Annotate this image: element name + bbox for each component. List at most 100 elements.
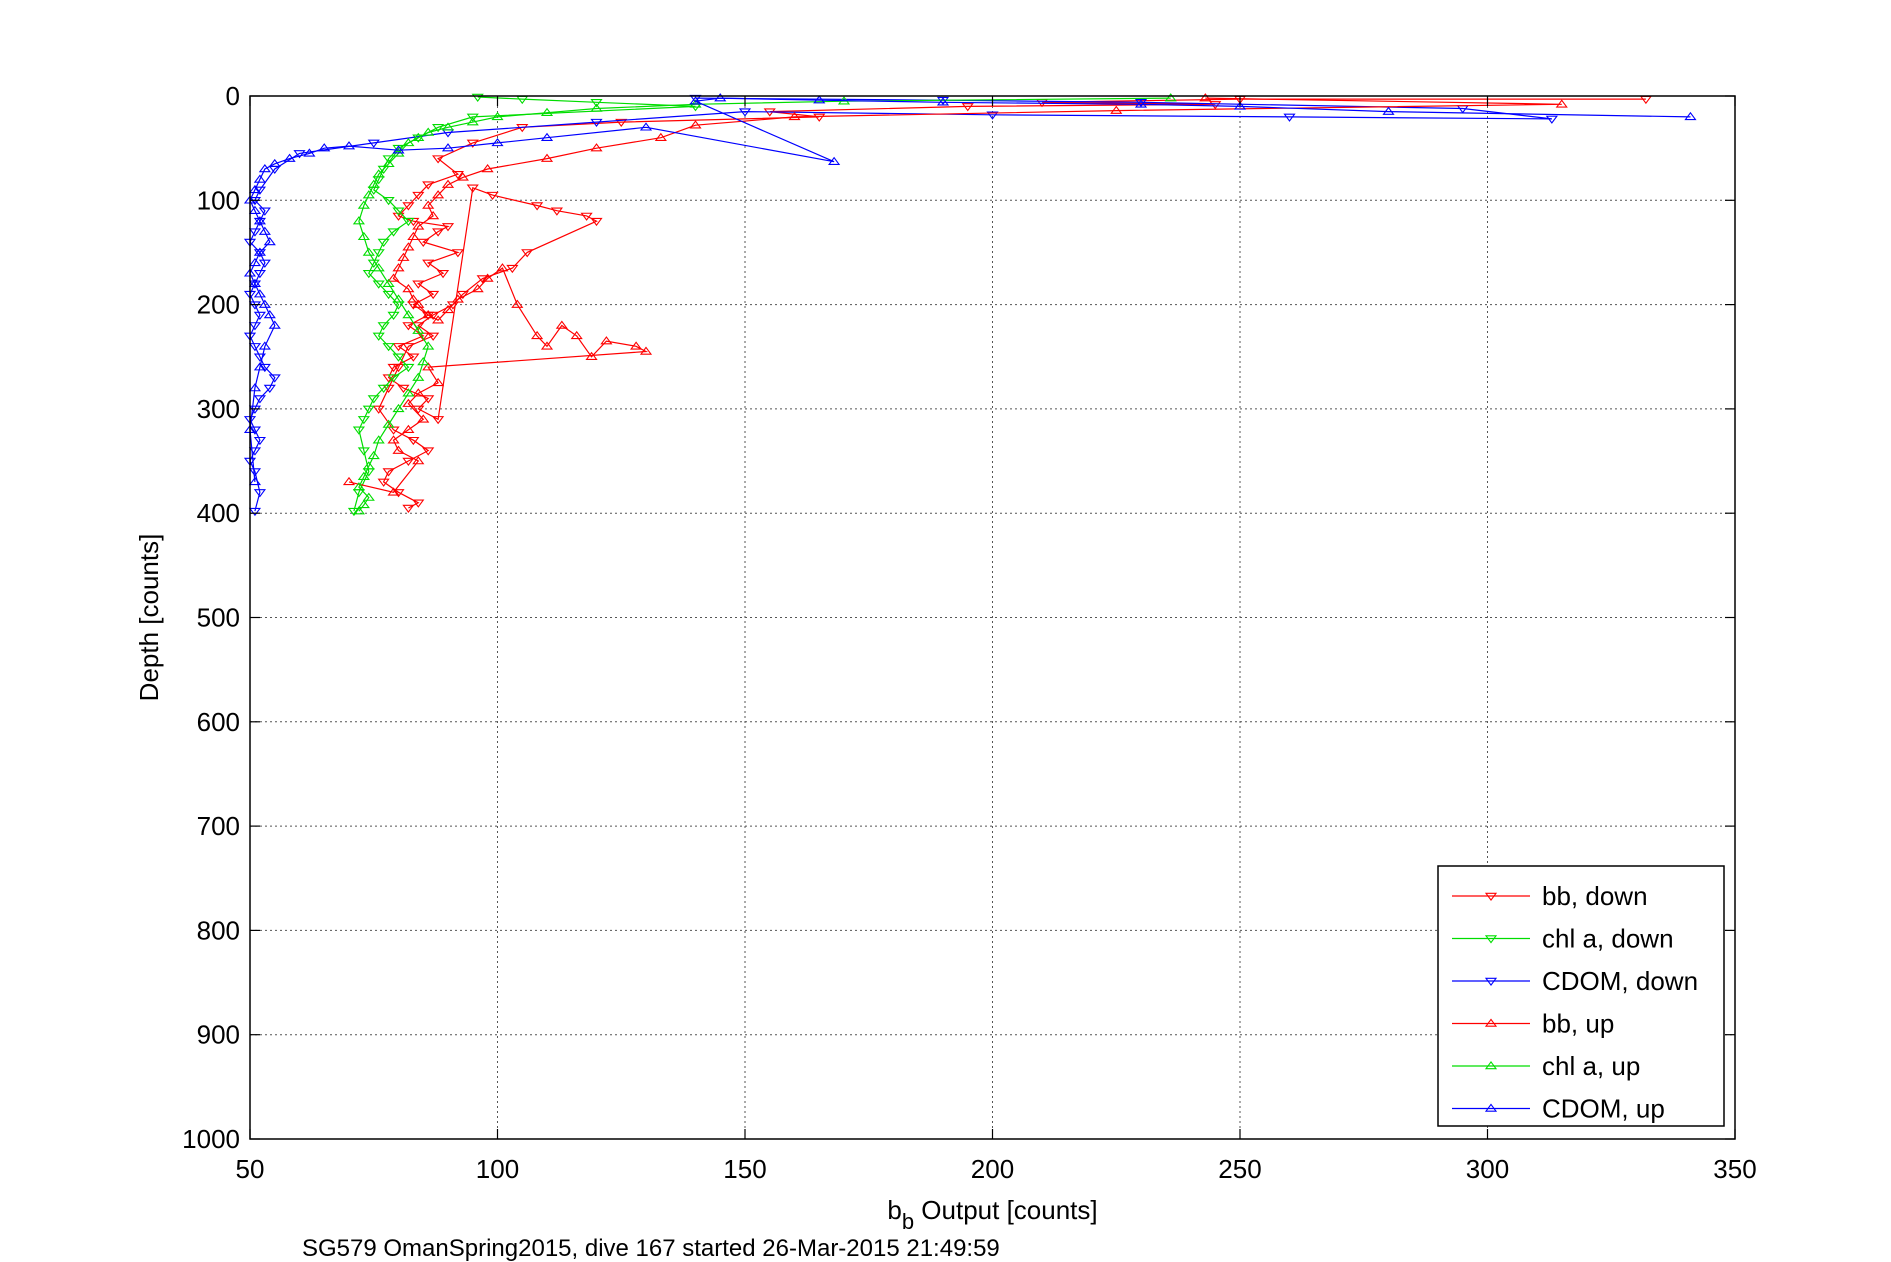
data-point <box>585 351 598 361</box>
data-point <box>412 132 425 141</box>
legend-label: CDOM, down <box>1542 966 1698 996</box>
legend-entry: bb, up <box>1452 1009 1614 1039</box>
data-point <box>1110 105 1123 114</box>
y-tick-label: 500 <box>197 603 240 633</box>
legend-marker <box>1484 892 1498 901</box>
data-point <box>377 384 390 394</box>
data-point <box>258 207 271 216</box>
x-tick-label: 50 <box>236 1154 265 1184</box>
data-point <box>441 143 455 152</box>
data-point <box>258 341 271 350</box>
y-tick-label: 900 <box>197 1020 240 1050</box>
data-point <box>521 249 534 258</box>
y-axis-label: Depth [counts] <box>134 534 164 702</box>
data-point <box>253 362 266 371</box>
data-point <box>471 283 484 293</box>
data-point <box>689 120 702 129</box>
data-point <box>407 231 420 241</box>
series-cdom-up <box>243 93 1697 486</box>
data-point <box>357 231 370 241</box>
data-point <box>392 207 405 216</box>
data-point <box>654 132 667 141</box>
data-point <box>590 143 603 152</box>
data-point <box>496 263 509 272</box>
data-point <box>382 343 395 352</box>
legend-entry: chl a, up <box>1452 1051 1640 1081</box>
data-point <box>531 330 544 340</box>
legend-label: CDOM, up <box>1542 1094 1665 1124</box>
data-point <box>451 249 464 258</box>
data-point <box>372 332 385 341</box>
data-point <box>422 200 435 209</box>
data-point <box>402 322 415 331</box>
data-point <box>407 353 420 362</box>
data-point <box>352 482 365 491</box>
data-point <box>422 362 435 371</box>
data-point <box>412 372 425 381</box>
data-point <box>466 184 479 193</box>
data-point <box>600 336 613 345</box>
series-chl-a-up <box>352 93 1177 515</box>
data-point <box>357 416 370 425</box>
data-point <box>382 278 395 287</box>
data-point <box>407 294 420 303</box>
data-point <box>367 139 380 148</box>
axis-ticks <box>249 95 1736 1140</box>
data-point <box>590 103 603 112</box>
data-point <box>248 476 262 486</box>
data-point <box>248 343 262 352</box>
data-point <box>372 169 385 178</box>
y-tick-label: 0 <box>226 81 240 111</box>
y-tick-label: 300 <box>197 394 240 424</box>
data-point <box>382 158 395 168</box>
data-point <box>258 259 271 268</box>
x-tick-label: 200 <box>971 1154 1014 1184</box>
data-point <box>392 145 405 154</box>
data-point <box>248 301 262 310</box>
data-point <box>342 141 356 150</box>
series-bb-up <box>342 93 1568 496</box>
y-tick-label: 600 <box>197 707 240 737</box>
y-tick-label: 700 <box>197 811 240 841</box>
data-point <box>590 118 603 128</box>
data-point <box>451 294 464 303</box>
data-point <box>248 228 262 237</box>
data-point <box>357 499 370 509</box>
data-point <box>248 184 262 194</box>
data-point <box>689 96 702 105</box>
data-point <box>263 237 276 246</box>
data-point <box>362 461 375 470</box>
x-axis-label-subscript: b <box>902 1209 914 1234</box>
data-point <box>248 197 262 206</box>
data-point <box>422 395 435 404</box>
data-point <box>362 190 375 199</box>
data-point <box>422 127 435 136</box>
data-point <box>402 424 415 434</box>
legend-entry: chl a, down <box>1452 924 1674 954</box>
data-point <box>253 270 266 279</box>
data-point <box>486 191 499 201</box>
legend-label: chl a, up <box>1542 1051 1640 1081</box>
data-point <box>436 270 450 279</box>
data-point <box>422 341 435 350</box>
data-point <box>392 489 405 498</box>
data-point <box>402 363 415 373</box>
data-point <box>456 172 469 181</box>
data-point <box>590 217 603 227</box>
data-point <box>248 205 262 214</box>
data-point <box>397 384 410 394</box>
data-point <box>491 111 504 121</box>
data-point <box>402 310 415 319</box>
legend: bb, down chl a, down CDOM, down bb, up chl a… <box>1437 865 1725 1127</box>
data-point <box>357 447 370 456</box>
data-point <box>372 280 385 289</box>
data-point <box>253 174 266 183</box>
y-tick-label: 400 <box>197 498 240 528</box>
data-point <box>248 322 262 331</box>
data-point <box>253 216 266 225</box>
x-axis-label: bb Output [counts] <box>887 1195 1097 1234</box>
data-point <box>422 310 435 319</box>
data-point <box>412 191 425 201</box>
data-point <box>248 383 262 392</box>
